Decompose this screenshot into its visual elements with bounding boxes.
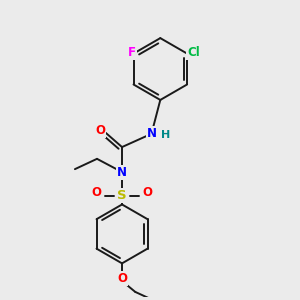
Text: N: N [147, 127, 158, 140]
Text: O: O [142, 186, 153, 199]
Text: H: H [161, 130, 170, 140]
Text: O: O [95, 124, 106, 137]
Text: S: S [117, 189, 127, 202]
Text: O: O [92, 186, 101, 199]
Text: N: N [117, 166, 127, 178]
Text: O: O [117, 272, 127, 285]
Text: Cl: Cl [187, 46, 200, 59]
Text: F: F [128, 46, 136, 59]
